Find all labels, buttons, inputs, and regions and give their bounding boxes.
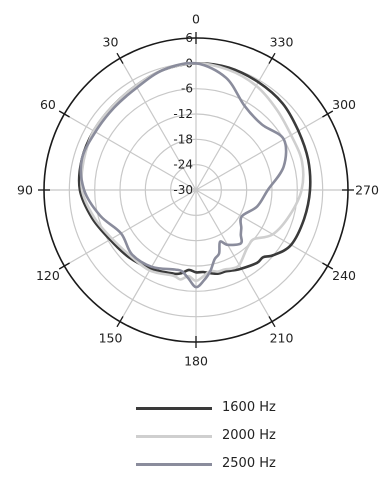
angle-label: 180 (184, 354, 208, 369)
angle-tick (268, 316, 276, 328)
angle-tick (116, 316, 124, 328)
angle-tick (58, 110, 70, 118)
angle-label: 300 (332, 97, 356, 112)
angle-tick (322, 262, 334, 270)
angle-tick (322, 110, 334, 118)
ring-label: 6 (185, 31, 193, 45)
grid-spoke (64, 113, 197, 191)
angle-label: 210 (270, 331, 294, 346)
polar-grid (38, 32, 354, 348)
ring-labels: 60-6-12-18-24-30 (173, 31, 193, 197)
ring-label: -18 (173, 132, 193, 146)
ring-label: -24 (173, 158, 193, 172)
angle-tick (268, 52, 276, 64)
legend-label: 1600 Hz (222, 400, 276, 415)
grid-spoke (195, 58, 273, 191)
legend-label: 2500 Hz (222, 456, 276, 471)
ring-label: -30 (173, 183, 193, 197)
angle-label: 120 (36, 268, 60, 283)
series-line-2500-hz (79, 61, 288, 289)
legend-label: 2000 Hz (222, 428, 276, 443)
grid-spoke (64, 189, 197, 267)
grid-spoke (195, 113, 328, 191)
angle-label: 60 (40, 97, 56, 112)
legend-swatch (136, 463, 212, 466)
angle-label: 0 (192, 12, 200, 27)
ring-label: -12 (173, 107, 193, 121)
angle-label: 240 (332, 268, 356, 283)
grid-spoke (195, 189, 273, 322)
ring-label: -6 (181, 82, 193, 96)
angle-label: 270 (355, 183, 379, 198)
angle-label: 90 (17, 183, 33, 198)
angle-label: 330 (270, 34, 294, 49)
angle-label: 30 (103, 34, 119, 49)
legend-swatch (136, 407, 212, 410)
series-lines (77, 61, 312, 289)
grid-spoke (119, 58, 197, 191)
angle-tick (58, 262, 70, 270)
legend-swatch (136, 435, 212, 438)
angle-label: 150 (99, 331, 123, 346)
grid-spoke (119, 189, 197, 322)
grid-spoke (195, 189, 328, 267)
angle-tick (116, 52, 124, 64)
angle-labels: 0 30 60 90 120 150 180 210 240 270 300 330 (17, 12, 379, 369)
